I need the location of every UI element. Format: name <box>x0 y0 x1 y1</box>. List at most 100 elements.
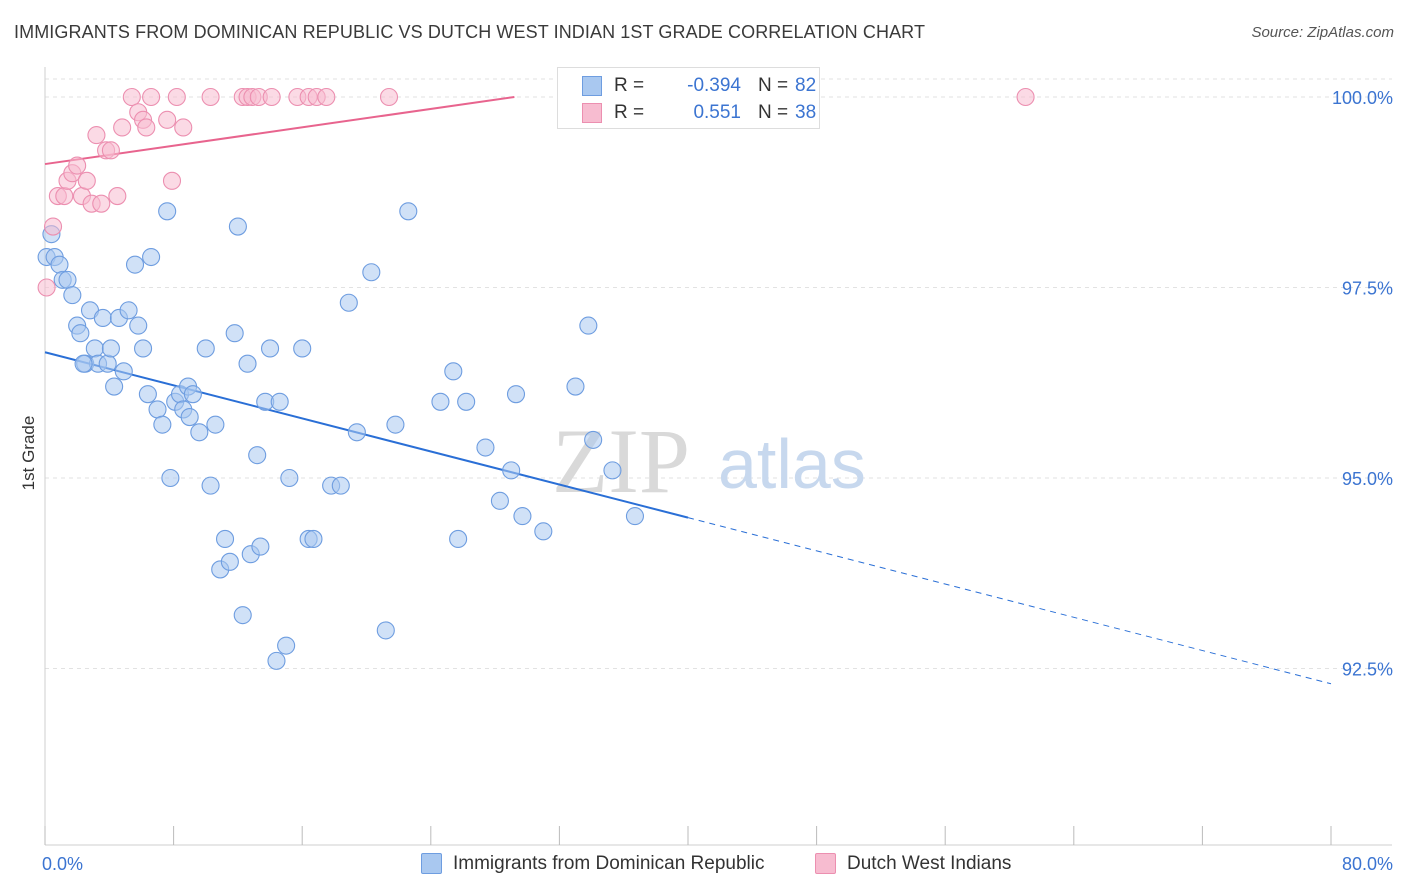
blue-point <box>225 324 244 343</box>
blue-point <box>513 507 532 526</box>
blue-point <box>449 529 468 549</box>
pink-point <box>113 118 132 137</box>
blue-point <box>457 392 476 411</box>
pink-point <box>101 141 120 160</box>
blue-point <box>603 461 622 480</box>
watermark-zip: ZIP <box>552 410 690 512</box>
trend-lines <box>44 96 1332 685</box>
blue-point <box>270 392 289 411</box>
blue-point <box>238 354 257 373</box>
legend-r-value: -0.394 <box>687 75 741 96</box>
blue-point <box>201 476 220 495</box>
blue-point <box>579 316 598 335</box>
blue-point <box>71 324 90 343</box>
legend-n-label: N = <box>758 75 789 96</box>
chart-title: IMMIGRANTS FROM DOMINICAN REPUBLIC VS DU… <box>14 22 926 42</box>
pink-point <box>137 118 156 137</box>
blue-point <box>566 377 585 396</box>
blue-point <box>85 339 104 358</box>
blue-point <box>98 354 117 373</box>
legend-n-value: 82 <box>795 75 817 96</box>
blue-point <box>206 415 225 434</box>
blue-point <box>490 491 509 510</box>
blue-point <box>161 468 180 488</box>
y-tick-label: 95.0% <box>1342 469 1393 489</box>
pink-point <box>158 110 177 129</box>
legend-n-value: 38 <box>795 102 817 123</box>
blue-point <box>50 255 69 274</box>
grid-lines <box>45 78 1392 669</box>
legend-swatch-blue <box>582 76 602 96</box>
pink-point <box>201 87 220 107</box>
axes <box>44 67 1392 846</box>
blue-point <box>277 636 296 655</box>
blue-point <box>220 552 239 571</box>
blue-point <box>506 385 526 404</box>
trend-line-blue <box>44 351 689 519</box>
pink-point <box>77 171 96 190</box>
blue-point <box>534 522 553 541</box>
blue-point <box>331 476 350 495</box>
blue-point <box>376 621 395 640</box>
blue-point <box>180 407 199 427</box>
pink-point <box>122 87 141 107</box>
blue-point <box>260 339 280 358</box>
blue-point <box>134 339 153 358</box>
blue-point <box>114 362 133 381</box>
legend-r-label: R = <box>614 75 645 96</box>
pink-point <box>1016 87 1035 107</box>
blue-point <box>267 651 286 670</box>
bottom-legend-swatch-pink <box>815 853 836 874</box>
bottom-legend-swatch-blue <box>421 853 442 874</box>
blue-point <box>190 423 209 442</box>
legend-swatch-pink <box>582 103 602 123</box>
blue-point <box>58 270 77 289</box>
bottom-legend-label-pink: Dutch West Indians <box>847 853 1012 874</box>
blue-point <box>101 339 120 358</box>
pink-point <box>167 87 186 107</box>
blue-point <box>248 446 267 465</box>
pink-point <box>142 87 161 107</box>
pink-point <box>68 156 87 175</box>
bottom-legend-label-blue: Immigrants from Dominican Republic <box>453 853 765 874</box>
blue-point <box>119 301 138 320</box>
blue-point <box>339 293 358 312</box>
blue-point <box>93 308 112 328</box>
pink-point <box>162 171 182 190</box>
tick-labels: 92.5% 95.0% 97.5% 100.0% 0.0% 80.0% <box>42 88 1393 874</box>
legend-r-label: R = <box>614 102 645 123</box>
trend-line-blue-extension <box>687 517 1332 685</box>
blue-point <box>584 430 603 449</box>
blue-point <box>444 362 463 381</box>
blue-point <box>386 415 405 434</box>
blue-point <box>196 339 215 358</box>
blue-point <box>304 529 323 549</box>
blue-point <box>148 400 167 419</box>
y-tick-label: 100.0% <box>1332 88 1393 108</box>
blue-point <box>280 468 299 488</box>
y-tick-label: 92.5% <box>1342 660 1393 680</box>
blue-point <box>362 263 381 282</box>
pink-point <box>379 87 399 107</box>
blue-point <box>293 339 312 358</box>
pink-point <box>55 187 74 206</box>
pink-point <box>317 87 336 107</box>
chart-source: Source: ZipAtlas.com <box>1251 24 1394 41</box>
blue-point <box>138 385 157 404</box>
blue-point <box>476 438 495 457</box>
blue-point <box>129 316 148 335</box>
blue-point <box>63 286 82 305</box>
blue-point <box>228 217 247 236</box>
x-tick-label: 0.0% <box>42 854 83 874</box>
blue-point <box>158 202 177 221</box>
blue-point <box>251 537 270 556</box>
blue-point <box>215 529 235 549</box>
blue-point <box>153 415 172 434</box>
blue-point <box>125 255 145 274</box>
trend-line-pink <box>44 96 515 166</box>
blue-point <box>399 202 418 221</box>
blue-point <box>74 354 93 373</box>
legend-r-value: 0.551 <box>693 102 741 123</box>
blue-point <box>347 423 366 442</box>
